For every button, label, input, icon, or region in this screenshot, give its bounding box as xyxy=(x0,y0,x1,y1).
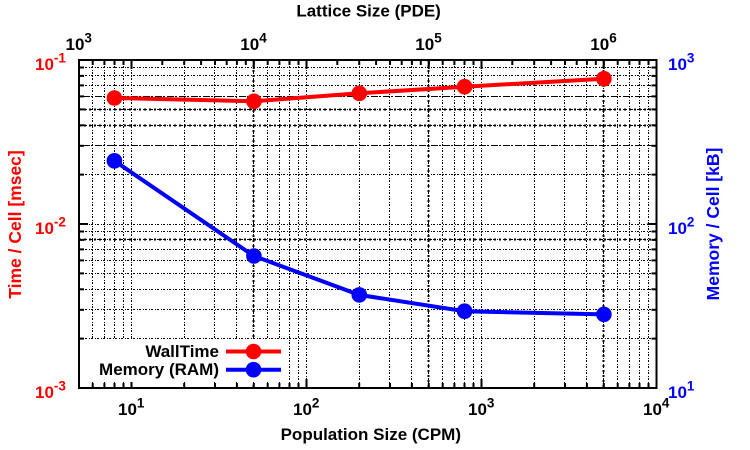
svg-text:WallTime: WallTime xyxy=(145,342,219,361)
svg-text:Memory (RAM): Memory (RAM) xyxy=(99,360,219,379)
svg-text:Memory / Cell [kB]: Memory / Cell [kB] xyxy=(703,148,723,301)
svg-text:Population Size (CPM): Population Size (CPM) xyxy=(281,425,461,444)
svg-text:Time / Cell [msec]: Time / Cell [msec] xyxy=(5,150,25,299)
svg-text:Lattice Size (PDE): Lattice Size (PDE) xyxy=(296,2,441,21)
